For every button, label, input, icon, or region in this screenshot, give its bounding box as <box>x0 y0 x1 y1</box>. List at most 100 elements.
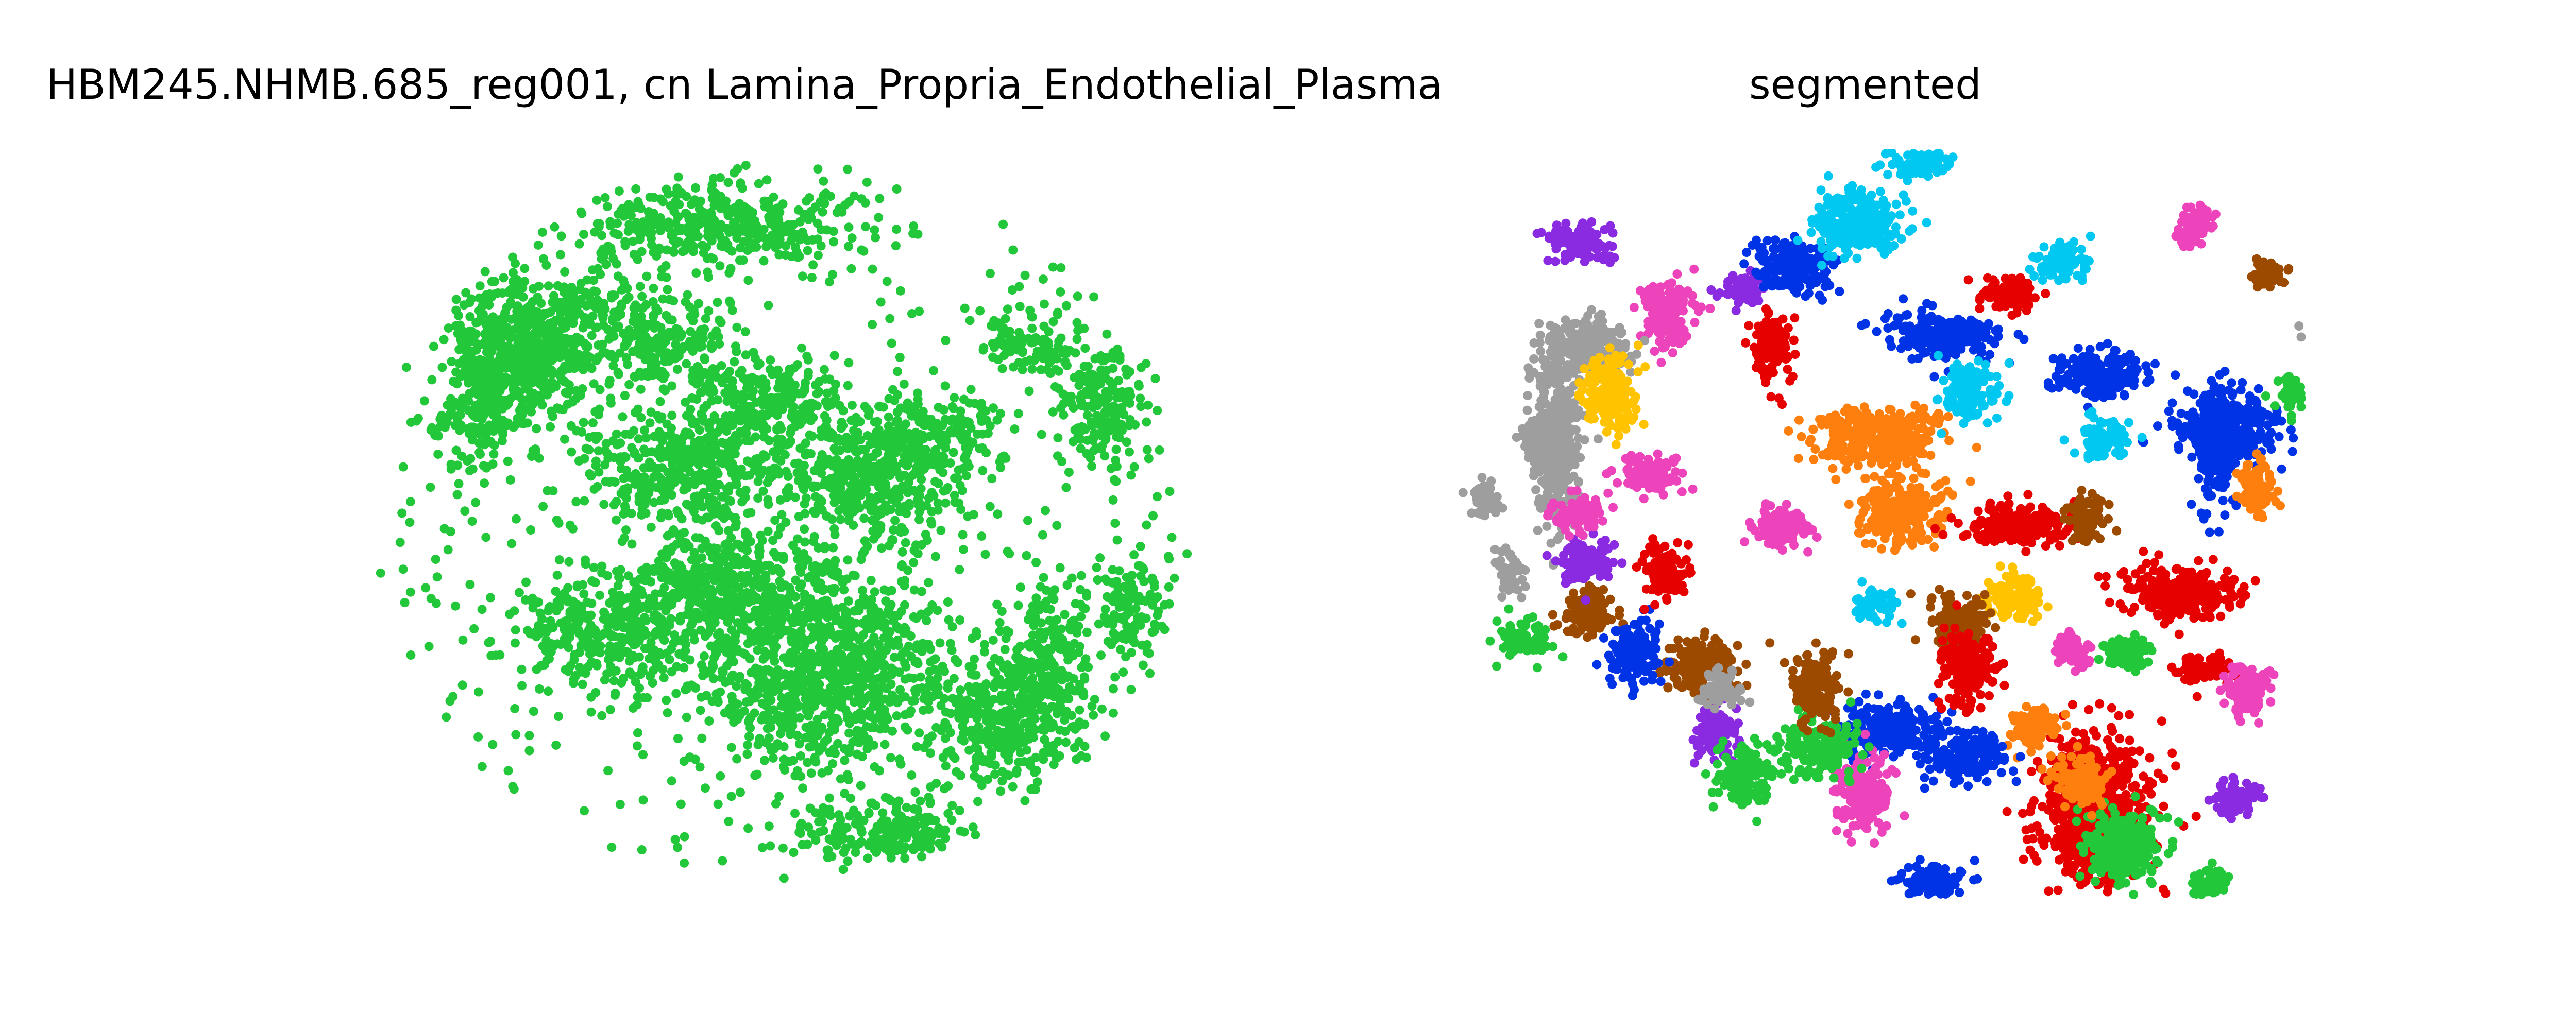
cell-point <box>568 596 578 606</box>
cell-point <box>835 649 845 659</box>
cell-point <box>1037 618 1046 628</box>
cell-point <box>800 509 810 519</box>
cell-point <box>1043 648 1053 657</box>
cell-point <box>879 705 889 714</box>
cell-point <box>1006 745 1015 755</box>
cell-point <box>636 384 646 394</box>
cell-point <box>937 842 947 852</box>
cell-point <box>583 643 593 653</box>
cell-point <box>804 711 813 721</box>
cell-point <box>970 654 979 664</box>
cell-point <box>480 478 489 488</box>
cell-point <box>783 472 793 481</box>
cell-point <box>899 428 909 438</box>
cell-point <box>1024 386 1034 396</box>
cell-point <box>606 247 616 256</box>
cell-point <box>803 246 812 255</box>
cell-point <box>612 259 621 269</box>
cell-point <box>818 586 827 595</box>
cell-point <box>644 337 654 347</box>
left-chart-title: HBM245.NHMB.685_reg001, cn Lamina_Propri… <box>46 61 1443 109</box>
cell-point <box>1116 645 1126 655</box>
cell-point <box>898 846 908 855</box>
cell-point <box>725 703 735 713</box>
cell-point <box>910 787 920 797</box>
cell-point <box>691 268 701 278</box>
cell-point <box>583 662 593 672</box>
cell-point <box>761 738 771 747</box>
cell-point <box>883 490 892 500</box>
cell-point <box>956 771 965 780</box>
cell-point <box>701 603 711 613</box>
cell-point <box>1164 582 1174 592</box>
cell-point <box>667 410 677 420</box>
cell-point <box>627 443 637 453</box>
cell-point <box>623 571 633 581</box>
cell-point <box>803 555 813 565</box>
cell-point <box>804 822 814 832</box>
cell-point <box>686 502 696 511</box>
cell-point <box>808 537 818 546</box>
cell-point <box>790 612 800 622</box>
cell-point <box>622 466 632 475</box>
cell-point <box>541 636 551 645</box>
cell-point <box>574 239 584 249</box>
cell-point <box>711 569 721 579</box>
cell-point <box>990 342 999 352</box>
cell-point <box>1020 796 1030 805</box>
cell-point <box>1075 705 1084 715</box>
cell-point <box>896 523 906 533</box>
cell-point <box>1097 441 1107 451</box>
cell-point <box>868 682 877 692</box>
cell-point <box>500 310 510 320</box>
cell-point <box>1122 437 1131 447</box>
cell-point <box>1100 451 1110 461</box>
cell-point <box>758 616 767 626</box>
cell-point <box>647 240 656 250</box>
cell-point <box>901 662 911 672</box>
cell-point <box>517 664 527 674</box>
cell-point <box>726 792 736 801</box>
cell-point <box>724 486 734 496</box>
cell-point <box>933 682 943 692</box>
cell-point <box>997 690 1007 700</box>
cell-point <box>892 484 902 494</box>
cell-point <box>950 753 960 763</box>
cell-point <box>1088 420 1097 430</box>
cell-point <box>943 683 953 693</box>
cell-point <box>470 365 480 374</box>
cell-point <box>929 460 939 470</box>
cell-point <box>587 598 597 608</box>
cell-point <box>760 756 769 765</box>
cell-point <box>759 432 769 442</box>
cell-point <box>729 217 738 227</box>
cell-point <box>897 436 907 445</box>
cell-point <box>1160 600 1169 610</box>
cell-point <box>829 237 838 247</box>
cell-point <box>658 633 668 643</box>
cell-point <box>1108 565 1117 575</box>
cell-point <box>955 480 965 490</box>
cell-point <box>1007 336 1017 346</box>
cell-point <box>828 543 838 553</box>
cell-point <box>768 715 777 725</box>
cell-point <box>845 674 855 684</box>
cell-point <box>824 455 834 465</box>
cell-point <box>938 752 948 762</box>
cell-point <box>801 653 810 663</box>
cell-point <box>871 233 880 243</box>
cell-point <box>1053 433 1063 443</box>
cell-point <box>586 626 596 636</box>
cell-point <box>1139 577 1149 587</box>
cell-point <box>698 515 707 525</box>
cell-point <box>1080 344 1090 353</box>
cell-point <box>673 587 683 596</box>
cell-point <box>670 630 680 640</box>
cell-point <box>1027 784 1037 794</box>
cell-point <box>1076 435 1086 444</box>
cell-point <box>726 298 736 308</box>
cell-point <box>833 464 842 474</box>
cell-point <box>1023 640 1032 649</box>
cell-point <box>704 716 714 726</box>
cell-point <box>887 663 896 673</box>
